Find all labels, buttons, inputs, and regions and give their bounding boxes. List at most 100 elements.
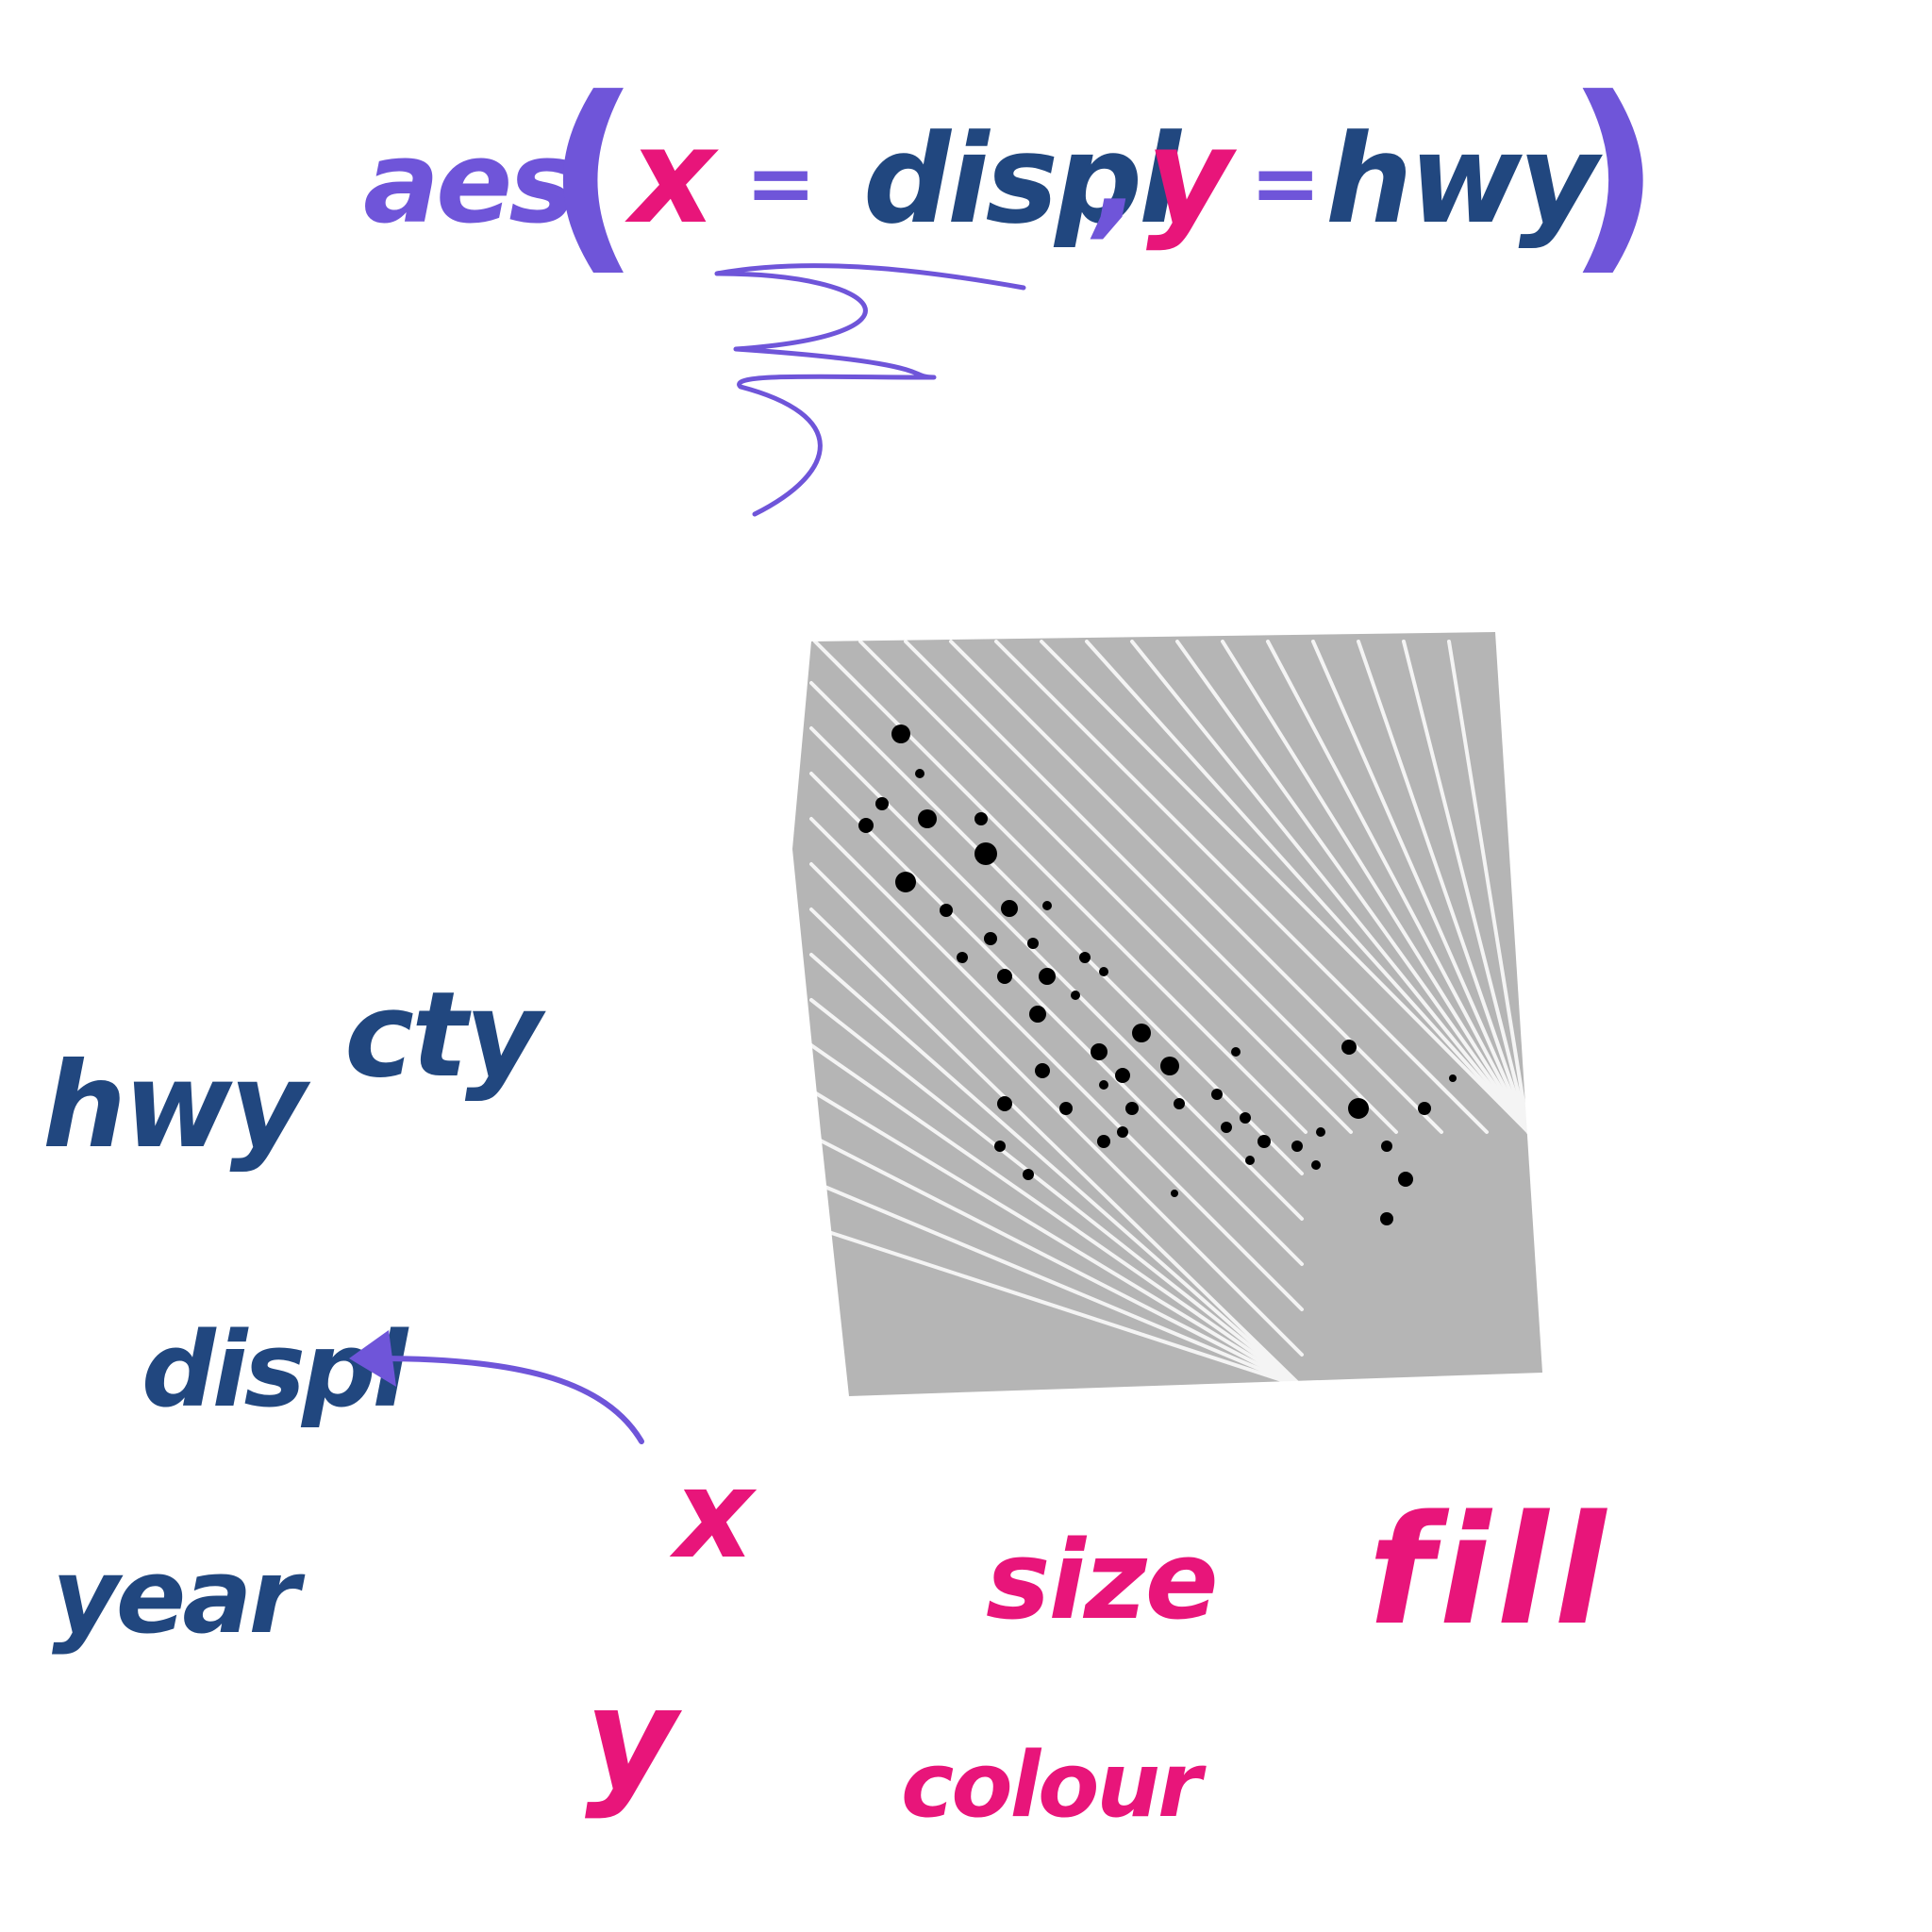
formula-y-arg: y <box>1146 100 1238 254</box>
variable-names: hwy cty displ year <box>42 967 549 1657</box>
hatch-stroke <box>809 1224 1304 1389</box>
scatter-point <box>891 724 910 743</box>
scatter-point <box>1221 1122 1232 1133</box>
hatch-stroke <box>809 1179 1304 1389</box>
hatch-stroke <box>994 640 1489 1134</box>
scatter-point <box>974 842 997 865</box>
scatter-point <box>1398 1172 1413 1187</box>
hatch-stroke <box>809 908 1304 1389</box>
formula-x-arg: x <box>625 100 719 254</box>
scatter-point <box>1117 1126 1128 1138</box>
hatch-stroke <box>809 998 1304 1389</box>
scatter-point <box>1160 1057 1179 1075</box>
hatch-stroke <box>949 640 1443 1134</box>
hatch-stroke <box>1130 640 1530 1134</box>
scatter-point <box>1071 991 1080 1000</box>
formula-close-paren: ) <box>1566 53 1661 294</box>
scatter-point <box>1171 1190 1178 1197</box>
hatch-stroke <box>1357 640 1530 1134</box>
hatch-stroke <box>813 640 1307 1134</box>
aes-y: y <box>585 1657 683 1822</box>
aes-colour: colour <box>901 1734 1207 1838</box>
scatter-point <box>1042 901 1052 910</box>
hatch-stroke <box>809 726 1304 1221</box>
scatter-point <box>1132 1024 1151 1042</box>
hatch-stroke <box>809 772 1304 1266</box>
var-cty: cty <box>344 967 546 1104</box>
hatch-stroke <box>809 1089 1304 1389</box>
scatter-point <box>1311 1160 1321 1170</box>
hatch-stroke <box>904 640 1398 1134</box>
hatch-stroke <box>1085 640 1530 1134</box>
hatch-stroke <box>809 862 1304 1357</box>
scatter-point <box>1240 1112 1251 1124</box>
hatch-stroke <box>809 953 1304 1389</box>
hatch-stroke <box>1447 640 1530 1134</box>
hatch-stroke <box>1311 640 1530 1134</box>
scatter-point <box>1341 1040 1357 1055</box>
scatter-point <box>974 812 988 825</box>
scatter-point <box>875 797 889 810</box>
scatter-point <box>994 1141 1006 1152</box>
scatter-point <box>1291 1141 1303 1152</box>
scatter-point <box>1245 1156 1255 1165</box>
curved-arrow-icon <box>349 1330 644 1444</box>
var-hwy: hwy <box>42 1038 310 1174</box>
hatch-stroke <box>1221 640 1530 1134</box>
scatter-point <box>1023 1169 1034 1180</box>
var-displ: displ <box>142 1309 409 1430</box>
scatter-point <box>1097 1135 1110 1148</box>
scatter-point <box>858 818 874 833</box>
scatter-point <box>997 969 1012 984</box>
hatch-stroke <box>858 640 1353 1134</box>
formula-x-val: displ <box>863 108 1183 251</box>
scatter-point <box>1231 1047 1241 1057</box>
formula-fn: aes <box>363 118 573 249</box>
scatter-point <box>1027 938 1039 949</box>
scatter-point <box>1039 968 1056 985</box>
formula-open-paren: ( <box>545 53 641 294</box>
aes-fill: fill <box>1368 1482 1611 1658</box>
hatch-stroke <box>1175 640 1530 1134</box>
aesthetic-names: x y size colour fill <box>585 1442 1611 1838</box>
scatter-point <box>1059 1102 1073 1115</box>
scatter-point <box>1348 1098 1369 1119</box>
hatch-stroke <box>809 1043 1304 1389</box>
scatter-point <box>1174 1098 1185 1109</box>
hatch-stroke <box>1266 640 1530 1134</box>
hatch-stroke <box>809 817 1304 1311</box>
scatter-point <box>918 809 937 828</box>
scatter-point <box>1380 1212 1393 1225</box>
scatter-point <box>1099 967 1108 976</box>
scatter-point <box>940 904 953 917</box>
scatter-point <box>915 769 924 778</box>
aes-size: size <box>986 1518 1217 1644</box>
scatter-point <box>1099 1080 1108 1090</box>
scatter-point <box>1418 1102 1431 1115</box>
scatter-point <box>1211 1089 1223 1100</box>
scatter-point <box>1257 1135 1271 1148</box>
scatter-point <box>1035 1063 1050 1078</box>
scatter-point <box>1125 1102 1139 1115</box>
scatter-point <box>957 952 968 963</box>
scatter-point <box>984 932 997 945</box>
scatter-point <box>895 872 916 892</box>
formula-comma: , <box>1090 108 1141 251</box>
formula-eq2: = <box>1250 134 1321 233</box>
scatter-point <box>1381 1141 1392 1152</box>
scatter-point <box>1115 1068 1130 1083</box>
scatter-point <box>1079 952 1091 963</box>
scatter-point <box>1091 1043 1108 1060</box>
scatter-point <box>1001 900 1018 917</box>
scatter-point <box>1029 1006 1046 1023</box>
scatter-point <box>1449 1074 1457 1082</box>
scatter-point <box>997 1096 1012 1111</box>
hatch-stroke <box>1402 640 1530 1134</box>
squiggle-icon <box>714 263 1026 517</box>
formula-y-val: hwy <box>1325 108 1604 251</box>
scatter-points <box>858 724 1457 1225</box>
var-year: year <box>52 1536 306 1657</box>
hatch-stroke <box>1040 640 1530 1134</box>
aes-x: x <box>669 1442 758 1586</box>
